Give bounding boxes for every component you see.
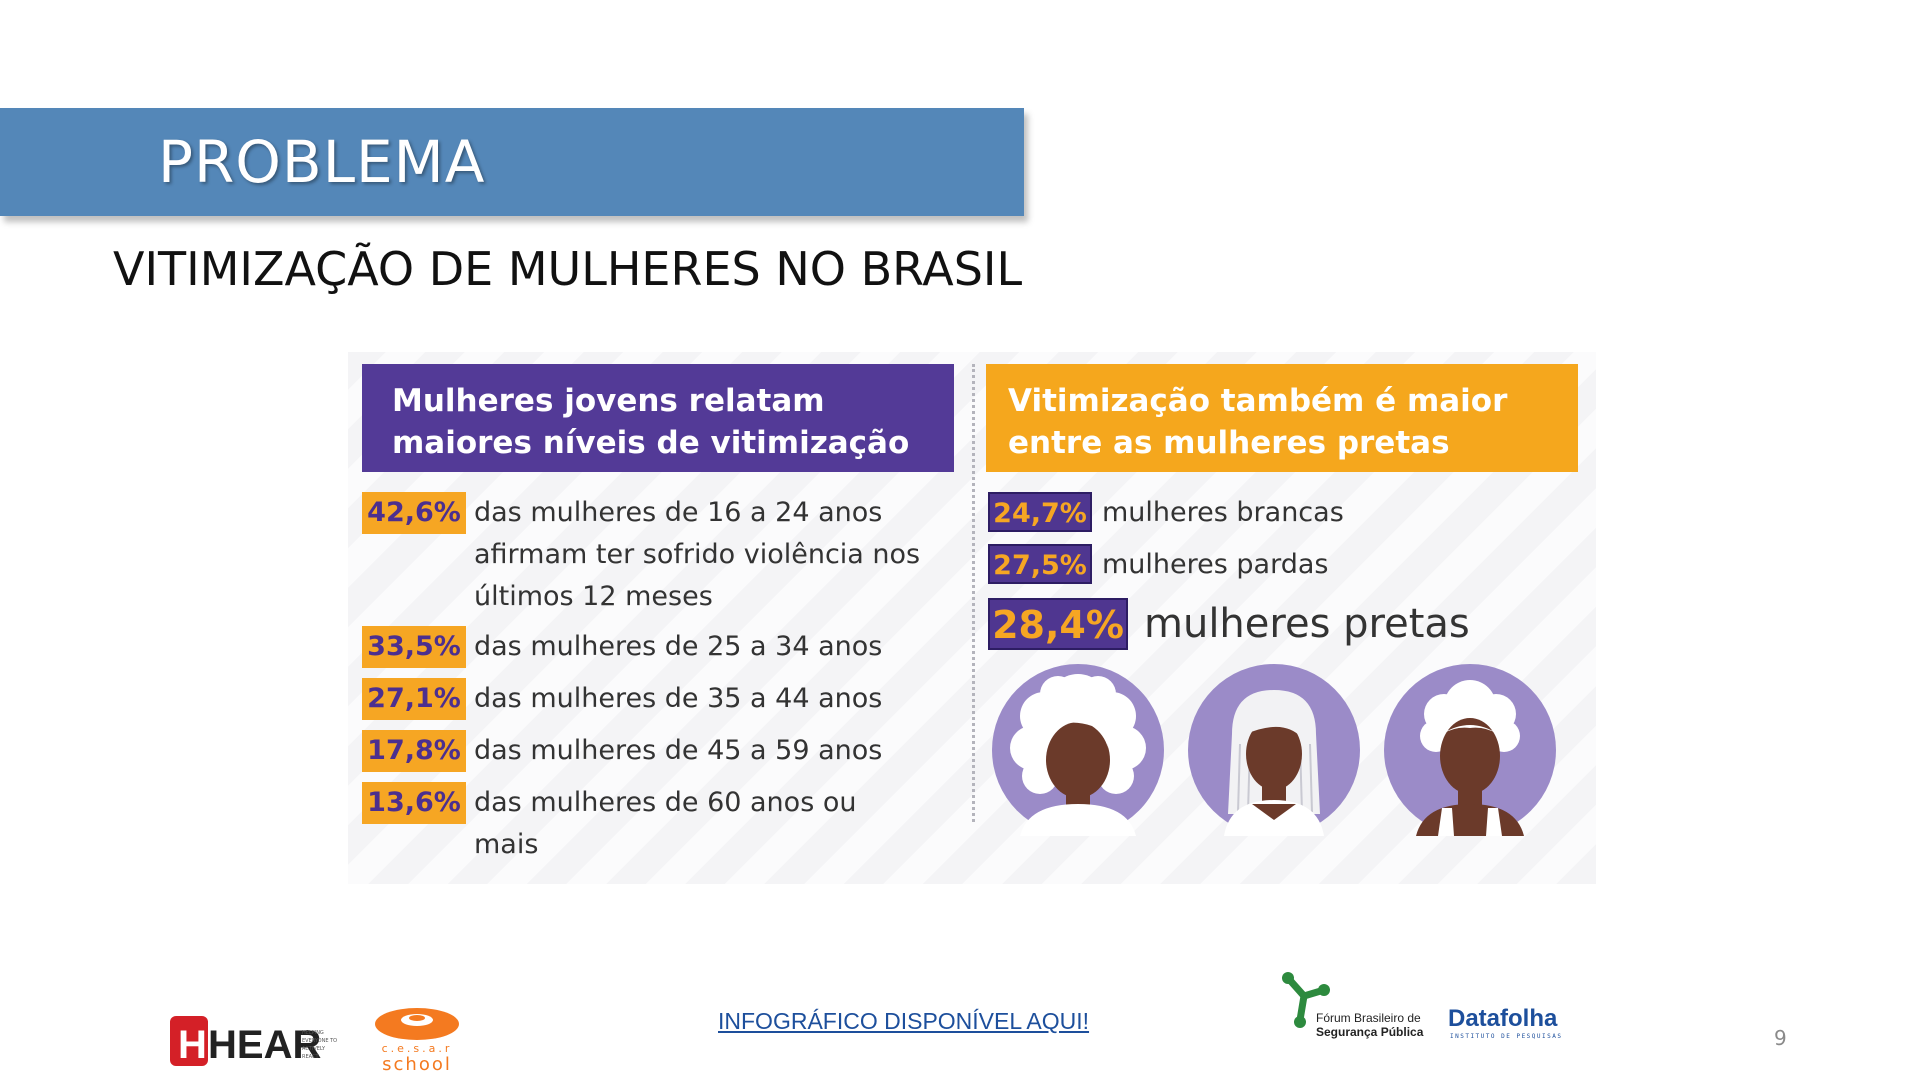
svg-text:Datafolha: Datafolha — [1448, 1005, 1558, 1032]
svg-text:ACTIVELY: ACTIVELY — [302, 1046, 326, 1052]
percent-badge: 28,4% — [988, 598, 1128, 650]
svg-text:EVERYONE TO: EVERYONE TO — [302, 1038, 337, 1044]
race-row: 28,4% mulheres pretas — [988, 598, 1470, 650]
svg-text:HEAR: HEAR — [208, 1023, 321, 1067]
woman-afro-hair-icon — [1384, 664, 1556, 836]
race-row: 24,7% mulheres brancas — [988, 492, 1344, 532]
percent-badge: 27,1% — [362, 678, 466, 720]
percent-badge: 17,8% — [362, 730, 466, 772]
infographic-link[interactable]: INFOGRÁFICO DISPONÍVEL AQUI! — [718, 1008, 1090, 1034]
age-description: das mulheres de 16 a 24 anos afirmam ter… — [474, 497, 921, 612]
age-description: das mulheres de 25 a 34 anos — [474, 631, 883, 662]
column-divider — [972, 364, 975, 822]
svg-text:c.e.s.a.r: c.e.s.a.r — [382, 1042, 453, 1055]
percent-badge: 13,6% — [362, 782, 466, 824]
race-description: mulheres pardas — [1102, 548, 1329, 580]
age-description: das mulheres de 60 anos ou mais — [474, 787, 857, 860]
svg-text:HELPING: HELPING — [302, 1030, 324, 1036]
left-heading: Mulheres jovens relatam maiores níveis d… — [362, 364, 954, 472]
age-description: das mulheres de 45 a 59 anos — [474, 735, 883, 766]
right-heading: Vitimização também é maior entre as mulh… — [986, 364, 1578, 472]
svg-text:Fórum Brasileiro de: Fórum Brasileiro de — [1316, 1011, 1421, 1025]
percent-badge: 24,7% — [988, 492, 1092, 532]
datafolha-logo: Datafolha INSTITUTO DE PESQUISAS — [1448, 1005, 1562, 1040]
title-banner: PROBLEMA — [0, 108, 1024, 216]
race-row: 27,5% mulheres pardas — [988, 544, 1328, 584]
woman-straight-hair-icon — [1188, 664, 1360, 836]
age-description: das mulheres de 35 a 44 anos — [474, 683, 883, 714]
age-row: 42,6% das mulheres de 16 a 24 anos afirm… — [362, 492, 924, 618]
race-description: mulheres pretas — [1144, 601, 1470, 647]
svg-text:Segurança Pública: Segurança Pública — [1316, 1025, 1424, 1039]
svg-text:INSTITUTO DE PESQUISAS: INSTITUTO DE PESQUISAS — [1450, 1033, 1562, 1040]
infographic: Mulheres jovens relatam maiores níveis d… — [348, 352, 1596, 884]
slide-subtitle: VITIMIZAÇÃO DE MULHERES NO BRASIL — [113, 242, 1023, 296]
hear-logo: H HEAR HELPING EVERYONE TO ACTIVELY REAC… — [170, 1016, 337, 1067]
percent-badge: 33,5% — [362, 626, 466, 668]
slide-title: PROBLEMA — [158, 128, 486, 196]
age-row: 27,1% das mulheres de 35 a 44 anos — [362, 678, 924, 720]
age-row: 17,8% das mulheres de 45 a 59 anos — [362, 730, 924, 772]
page-number: 9 — [1774, 1026, 1787, 1050]
percent-badge: 42,6% — [362, 492, 466, 534]
svg-text:H: H — [178, 1023, 207, 1067]
percent-badge: 27,5% — [988, 544, 1092, 584]
age-row: 13,6% das mulheres de 60 anos ou mais — [362, 782, 924, 866]
forum-seguranca-logo: Fórum Brasileiro de Segurança Pública — [1282, 972, 1424, 1039]
race-description: mulheres brancas — [1102, 496, 1344, 528]
svg-text:school: school — [382, 1054, 452, 1074]
svg-text:REACT: REACT — [302, 1054, 319, 1060]
cesar-school-logo: c.e.s.a.r school — [375, 1008, 459, 1074]
woman-curly-hair-icon — [992, 664, 1164, 836]
age-row: 33,5% das mulheres de 25 a 34 anos — [362, 626, 924, 668]
